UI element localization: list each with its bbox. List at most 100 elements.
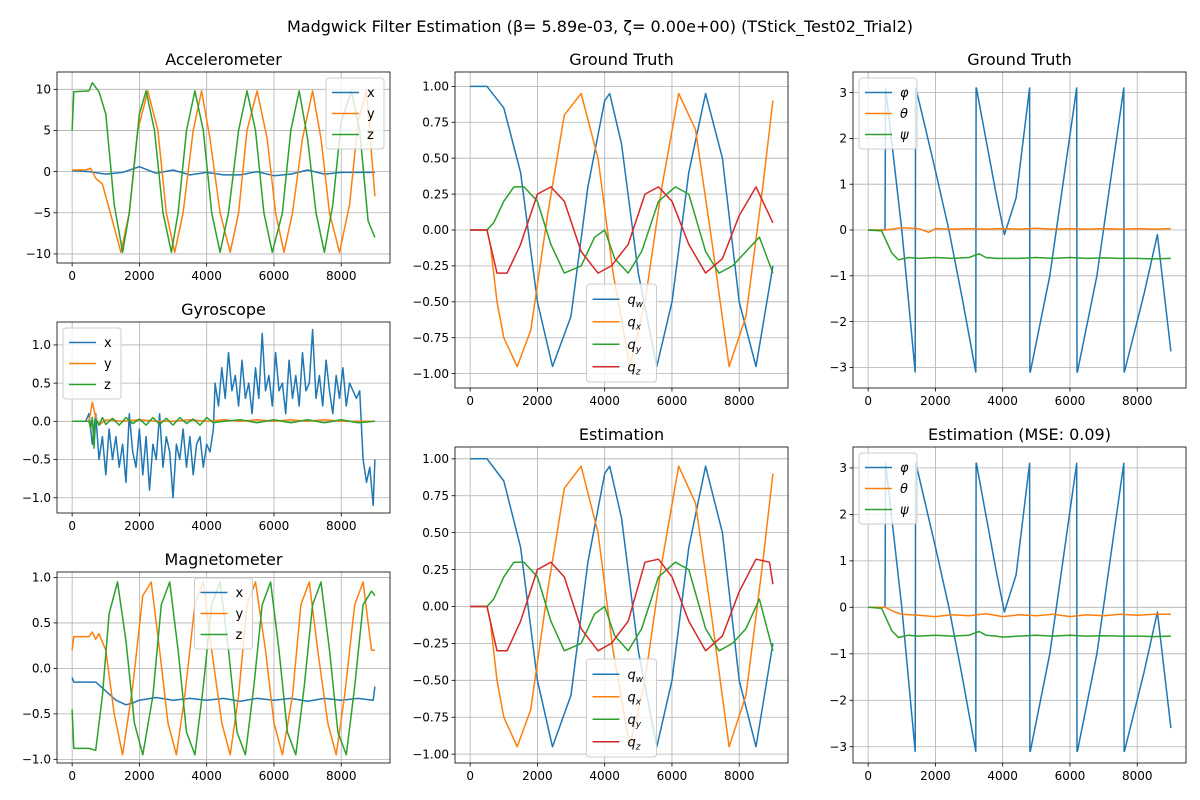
- y-tick-label: 1.0: [32, 571, 51, 585]
- legend-label: ψ: [900, 503, 909, 518]
- x-tick-label: 2000: [920, 394, 951, 408]
- x-tick-label: 8000: [724, 394, 755, 408]
- series-group: [71, 81, 376, 254]
- y-tick-label: 0.0: [32, 415, 51, 429]
- series-line-: [868, 226, 1171, 234]
- axes-title: Ground Truth: [569, 50, 674, 69]
- legend-label: qy: [628, 338, 642, 355]
- axes-acc: Accelerometer 0 2000 4000 6000 8000 −10 −5 0 5 10 x…: [26, 50, 391, 283]
- axes-title: Gyroscope: [181, 300, 266, 319]
- x-tick-label: 2000: [124, 269, 155, 283]
- legend: qw qx qy qz: [586, 658, 657, 758]
- y-tick-label: 0.00: [422, 223, 449, 237]
- x-tick-label: 2000: [522, 769, 553, 783]
- series-line-x: [72, 165, 375, 177]
- y-tick-label: 1.00: [422, 452, 449, 466]
- series-line-x: [72, 328, 376, 507]
- x-tick-label: 8000: [1122, 394, 1153, 408]
- y-tick-label: −0.25: [412, 637, 449, 651]
- legend-label: qz: [628, 360, 641, 377]
- axes-title: Estimation: [579, 425, 664, 444]
- legend-label: φ: [900, 86, 909, 101]
- y-tick-label: −1.0: [22, 753, 51, 767]
- axes-title: Accelerometer: [165, 50, 282, 69]
- y-tick-label: −1: [829, 647, 847, 661]
- x-tick-label: 4000: [987, 394, 1018, 408]
- y-tick-label: 0.00: [422, 600, 449, 614]
- y-tick-label: 0: [43, 165, 51, 179]
- series-line-qy: [470, 186, 774, 274]
- x-tick-label: 0: [68, 769, 76, 783]
- y-tick-label: −0.50: [412, 674, 449, 688]
- series-line-qz: [470, 186, 774, 274]
- x-tick-label: 2000: [522, 394, 553, 408]
- legend-label: x: [236, 586, 244, 601]
- x-tick-label: 4000: [987, 769, 1018, 783]
- axes-frame: [454, 446, 789, 764]
- legend-label: qw: [628, 668, 644, 685]
- legend-label: qx: [628, 690, 642, 707]
- axes-title: Estimation (MSE: 0.09): [928, 425, 1111, 444]
- x-tick-label: 0: [466, 769, 474, 783]
- x-tick-label: 6000: [1055, 394, 1086, 408]
- x-tick-label: 8000: [326, 769, 357, 783]
- axes-gyro: Gyroscope 0 2000 4000 6000 8000 −1.0 −0.5 0.0 0.5…: [22, 300, 391, 533]
- y-tick-label: 5: [43, 124, 51, 138]
- axes-title: Ground Truth: [967, 50, 1072, 69]
- legend-label: z: [104, 378, 111, 393]
- y-tick-label: −10: [26, 247, 51, 261]
- legend: xyz: [194, 577, 253, 650]
- y-tick-label: 0.25: [422, 187, 449, 201]
- y-tick-label: −0.75: [412, 710, 449, 724]
- y-tick-label: 0.5: [32, 616, 51, 630]
- y-tick-label: −0.50: [412, 295, 449, 309]
- x-tick-label: 0: [864, 394, 872, 408]
- legend-label: z: [236, 628, 243, 643]
- y-tick-label: 1: [839, 177, 847, 191]
- axes-gt_q: Ground Truth 0 2000 4000 6000 8000 −1.00 −0.75 −…: [412, 50, 789, 408]
- axes-frame: [56, 71, 391, 264]
- axes-frame: [56, 321, 391, 514]
- y-tick-label: −3: [829, 740, 847, 754]
- legend-label: ψ: [900, 128, 909, 143]
- legend: φθψ: [858, 452, 918, 525]
- y-tick-label: −0.5: [22, 707, 51, 721]
- x-tick-label: 4000: [191, 769, 222, 783]
- legend-label: qz: [628, 735, 641, 752]
- axes-frame: [56, 571, 391, 764]
- axes-mag: Magnetometer 0 2000 4000 6000 8000 −1.0 −0.5 0.0…: [22, 550, 391, 783]
- x-tick-label: 2000: [124, 519, 155, 533]
- series-group: [470, 458, 774, 748]
- y-tick-label: 0.75: [422, 115, 449, 129]
- legend-label: z: [367, 128, 374, 143]
- y-tick-label: −1.00: [412, 747, 449, 761]
- figure-suptitle: Madgwick Filter Estimation (β= 5.89e-03,…: [287, 17, 913, 37]
- y-tick-label: −0.5: [22, 453, 51, 467]
- y-tick-label: −1: [829, 269, 847, 283]
- x-tick-label: 4000: [191, 519, 222, 533]
- x-tick-label: 6000: [259, 269, 290, 283]
- y-tick-label: 0.25: [422, 563, 449, 577]
- x-tick-label: 0: [68, 519, 76, 533]
- legend-frame: [586, 658, 657, 758]
- legend-label: x: [104, 336, 112, 351]
- y-tick-label: −0.25: [412, 259, 449, 273]
- x-tick-label: 0: [68, 269, 76, 283]
- y-tick-label: 3: [839, 461, 847, 475]
- x-tick-label: 6000: [259, 769, 290, 783]
- y-tick-label: 10: [36, 82, 51, 96]
- y-tick-label: −2: [829, 315, 847, 329]
- axes-title: Magnetometer: [165, 550, 283, 569]
- series-line-qx: [470, 92, 774, 368]
- legend-label: qx: [628, 315, 642, 332]
- y-tick-label: 0.75: [422, 489, 449, 503]
- x-tick-label: 6000: [657, 769, 688, 783]
- x-tick-label: 4000: [191, 269, 222, 283]
- y-tick-label: 2: [839, 508, 847, 522]
- series-line-x: [71, 677, 376, 706]
- x-tick-label: 8000: [724, 769, 755, 783]
- y-tick-label: −0.75: [412, 331, 449, 345]
- series-line-: [868, 229, 1171, 261]
